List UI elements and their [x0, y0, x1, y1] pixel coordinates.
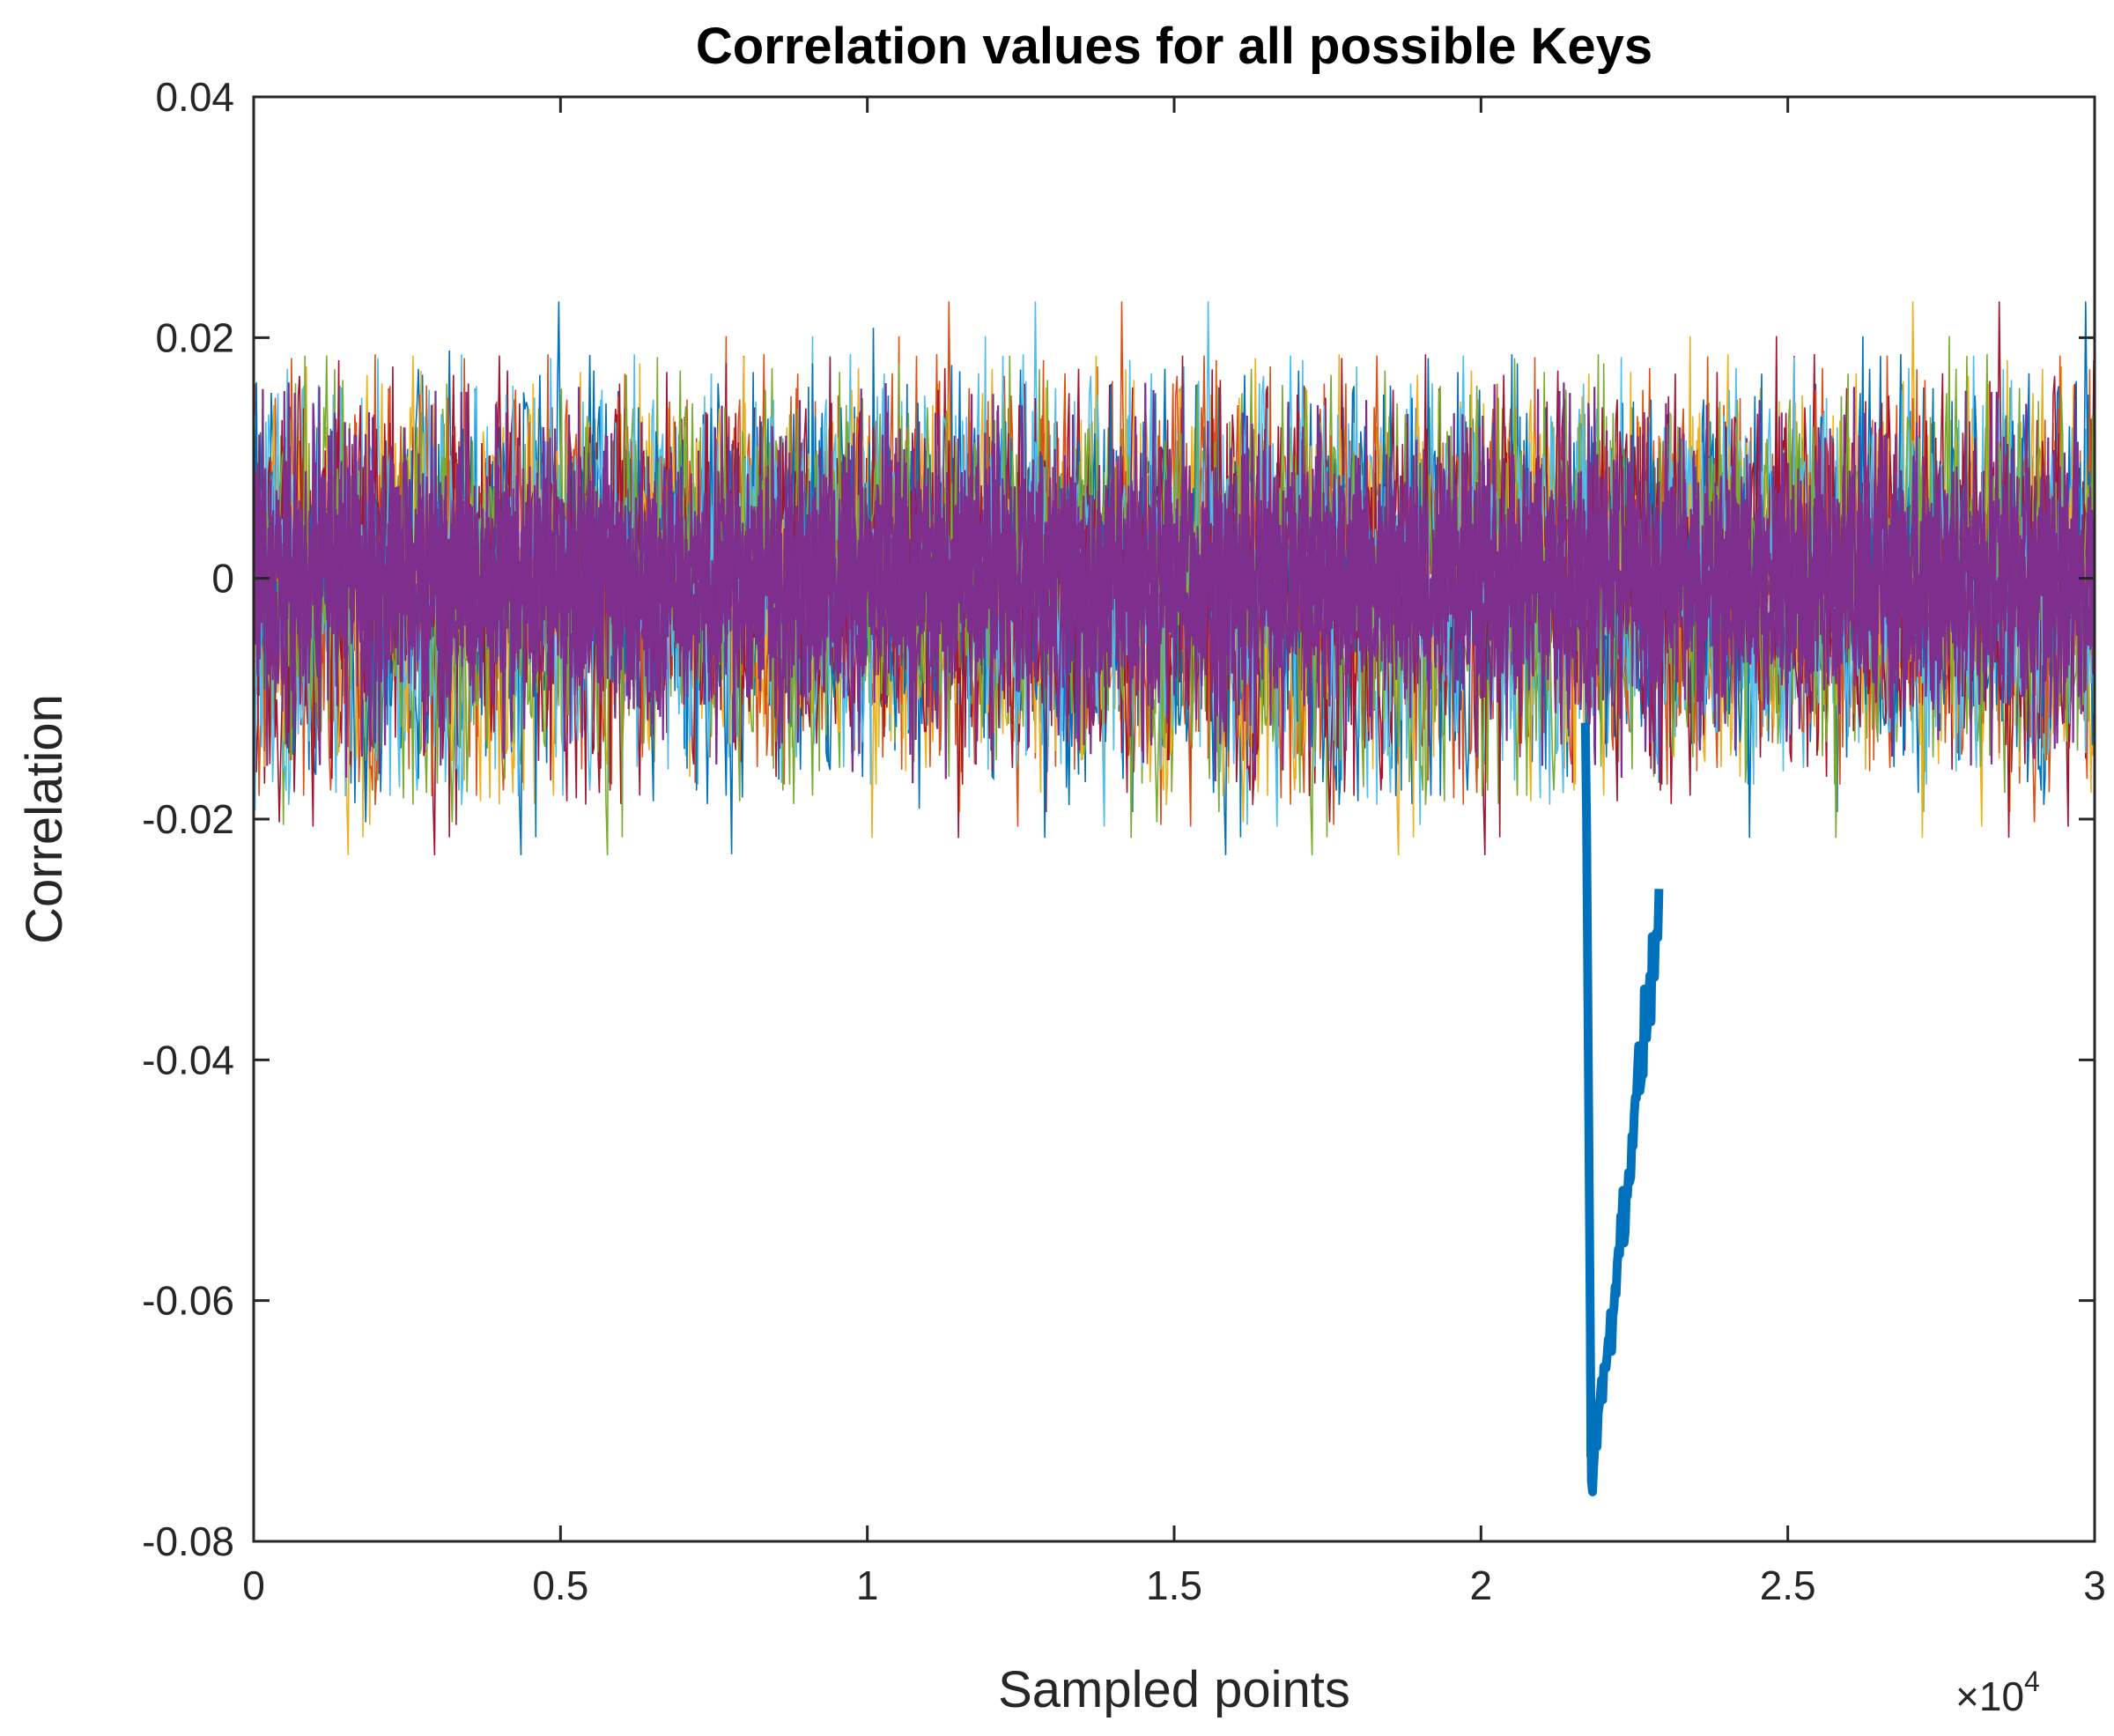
y-tick-label: -0.08 — [142, 1518, 234, 1564]
x-tick-label: 2.5 — [1760, 1562, 1816, 1608]
x-tick-label: 1.5 — [1146, 1562, 1202, 1608]
plot-background — [254, 97, 2095, 1541]
key-trace-dense-c — [254, 384, 2095, 782]
x-tick-label: 3 — [2083, 1562, 2106, 1608]
x-axis-multiplier: ×104 — [1955, 1666, 2040, 1719]
x-axis: 0 0.5 1 1.5 2 2.5 3 — [242, 97, 2106, 1608]
x-tick-label: 0.5 — [532, 1562, 588, 1608]
y-axis-label: Correlation — [16, 694, 73, 944]
y-tick-label: 0.04 — [155, 74, 234, 120]
x-axis-label: Sampled points — [998, 1661, 1350, 1718]
x-multiplier-exponent: 4 — [2024, 1666, 2040, 1697]
y-tick-label: -0.06 — [142, 1278, 234, 1324]
y-tick-label: -0.02 — [142, 796, 234, 842]
x-tick-label: 2 — [1470, 1562, 1493, 1608]
y-axis: 0.04 0.02 0 -0.02 -0.04 -0.06 -0.08 — [142, 74, 2095, 1564]
series-layer — [254, 301, 2095, 1496]
y-tick-label: 0 — [211, 556, 234, 602]
y-tick-label: 0.02 — [155, 314, 234, 360]
correct-key-leading-edge — [1584, 722, 1590, 1458]
correct-key-trace — [1580, 722, 1664, 1496]
x-tick-label: 0 — [242, 1562, 265, 1608]
chart-title: Correlation values for all possible Keys — [696, 18, 1652, 75]
x-tick-label: 1 — [856, 1562, 879, 1608]
x-multiplier-base: ×10 — [1955, 1673, 2024, 1719]
y-tick-label: -0.04 — [142, 1037, 234, 1082]
